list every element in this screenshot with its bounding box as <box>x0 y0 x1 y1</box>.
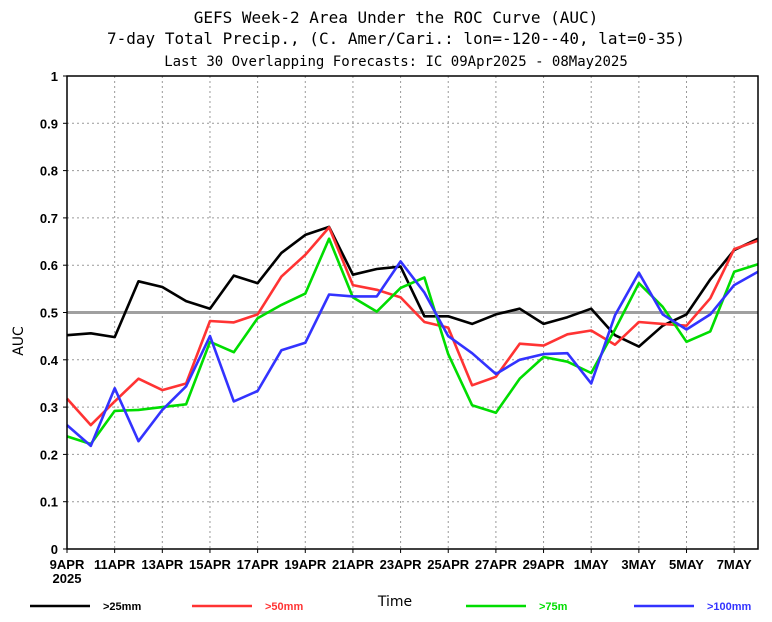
y-axis-ticks: 0 0.1 0.2 0.3 0.4 0.5 0.6 0.7 0.8 0.9 1 <box>40 69 67 557</box>
y-tick-label: 0.6 <box>40 258 58 273</box>
y-tick-label: 1 <box>51 69 58 84</box>
y-tick-label: 0.1 <box>40 495 58 510</box>
y-tick-label: 0.7 <box>40 211 58 226</box>
x-tick-label: 27APR <box>475 557 518 572</box>
legend-label-2: >50mm <box>265 601 303 613</box>
x-tick-year: 2025 <box>53 571 82 586</box>
y-axis-label: AUC <box>11 326 27 356</box>
series-line-1 <box>66 225 759 348</box>
chart-subtitle: 7-day Total Precip., (C. Amer/Cari.: lon… <box>107 29 685 48</box>
y-tick-label: 0.3 <box>40 400 58 415</box>
y-tick-label: 0.5 <box>40 306 58 321</box>
x-tick-label: 11APR <box>94 557 136 572</box>
y-tick-label: 0.9 <box>40 116 58 131</box>
x-tick-label: 29APR <box>523 557 566 572</box>
x-tick-label: 23APR <box>380 557 423 572</box>
x-tick-label: 21APR <box>332 557 375 572</box>
series-line-3 <box>66 237 759 446</box>
chart-title: GEFS Week-2 Area Under the ROC Curve (AU… <box>194 8 599 27</box>
x-tick-label: 1MAY <box>574 557 609 572</box>
x-tick-label: 19APR <box>284 557 327 572</box>
x-tick-label: 13APR <box>141 557 184 572</box>
x-tick-label: 17APR <box>237 557 280 572</box>
x-axis-ticks: 9APR 11APR 13APR 15APR 17APR 19APR 21APR 23APR 2… <box>50 549 752 586</box>
x-tick-label: 15APR <box>189 557 232 572</box>
y-tick-label: 0.4 <box>40 353 59 368</box>
x-tick-label: 25APR <box>427 557 470 572</box>
legend-label-1: >25mm <box>103 601 141 613</box>
y-tick-label: 0.2 <box>40 447 58 462</box>
series-line-4 <box>66 260 759 448</box>
x-axis-label: Time <box>377 594 412 610</box>
x-tick-label: 7MAY <box>717 557 752 572</box>
y-tick-label: 0 <box>51 542 58 557</box>
chart-forecast-range: Last 30 Overlapping Forecasts: IC 09Apr2… <box>164 54 628 70</box>
legend-label-4: >100mm <box>707 601 752 613</box>
legend-label-3: >75m <box>539 601 568 613</box>
x-tick-label: 5MAY <box>669 557 704 572</box>
series-lines <box>66 225 759 448</box>
series-line-2 <box>66 226 759 427</box>
x-tick-label: 3MAY <box>621 557 656 572</box>
x-tick-label: 9APR <box>50 557 85 572</box>
y-tick-label: 0.8 <box>40 164 58 179</box>
legend: >25mm >50mm >75m >100mm <box>30 601 752 613</box>
